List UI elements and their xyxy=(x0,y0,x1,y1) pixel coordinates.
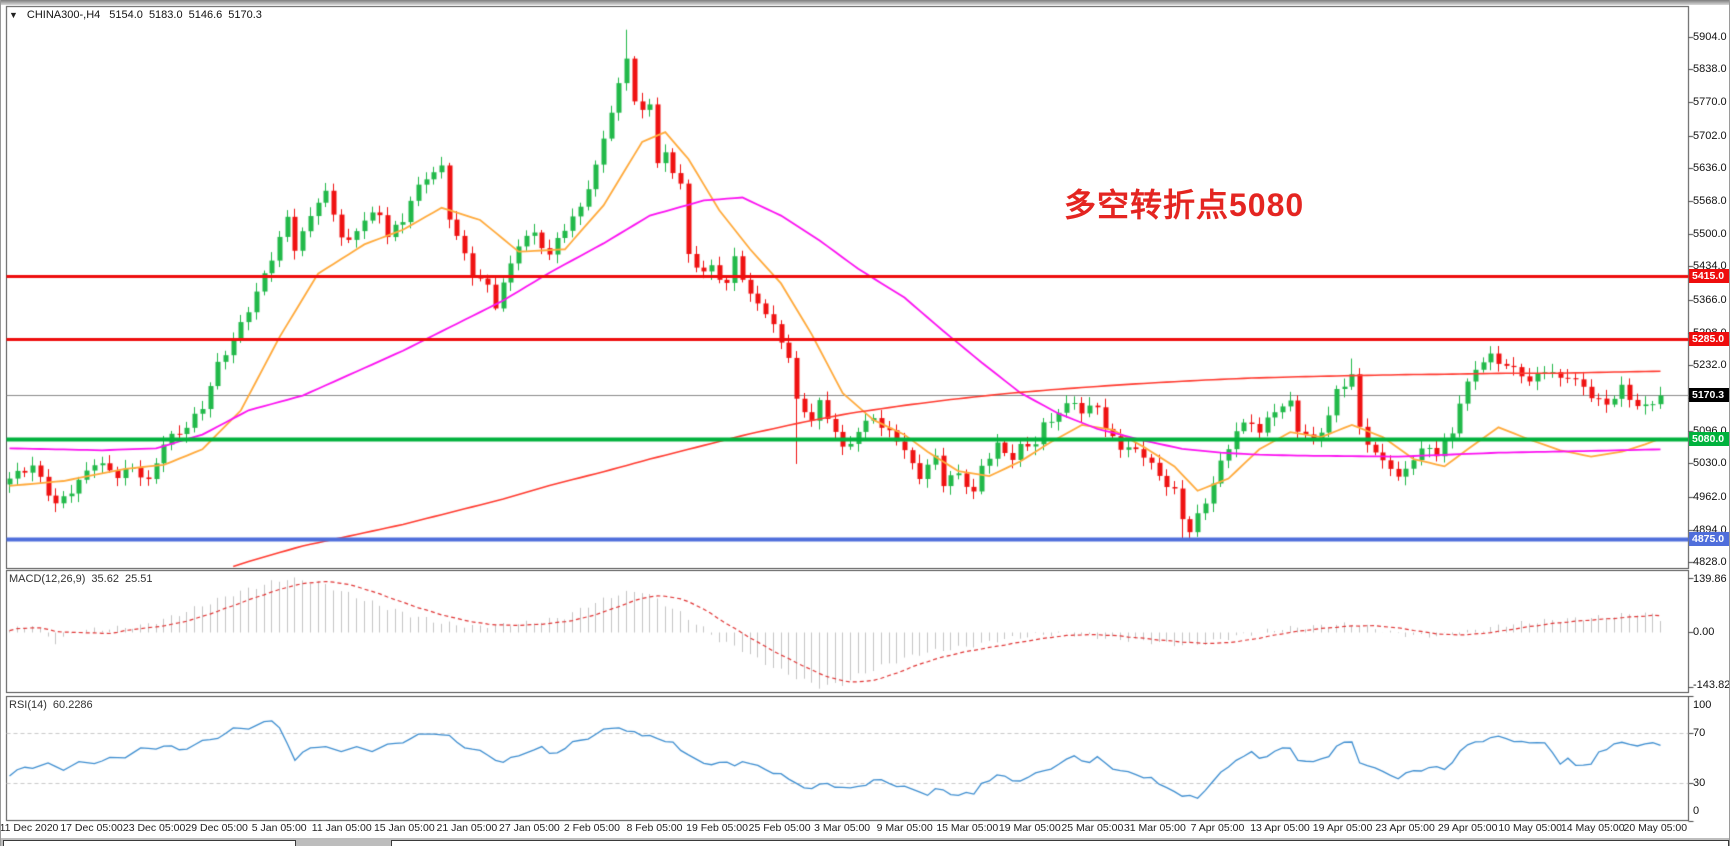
macd-tick-label: 0.00 xyxy=(1693,626,1715,638)
level-price-tag: 5285.0 xyxy=(1689,332,1729,347)
date-tick-label: 11 Jan 05:00 xyxy=(311,822,372,834)
date-tick-label: 10 May 05:00 xyxy=(1498,822,1563,834)
date-tick-label: 17 Dec 05:00 xyxy=(60,822,123,834)
price-tick-label: 5838.0 xyxy=(1693,63,1727,76)
level-price-tag: 4875.0 xyxy=(1689,532,1729,547)
low-value: 5146.6 xyxy=(188,9,223,21)
date-tick-label: 11 Dec 2020 xyxy=(0,822,59,834)
price-tick-label: 5568.0 xyxy=(1693,194,1727,207)
date-tick-label: 25 Mar 05:00 xyxy=(1061,822,1124,834)
macd-tick-label: -143.82 xyxy=(1693,679,1730,691)
date-tick-label: 8 Feb 05:00 xyxy=(626,822,683,834)
macd-name: MACD(12,26,9) xyxy=(9,573,86,585)
date-tick-label: 29 Apr 05:00 xyxy=(1437,822,1498,834)
date-tick-label: 20 May 05:00 xyxy=(1623,822,1688,834)
price-tick-label: 5702.0 xyxy=(1693,129,1727,142)
date-tick-label: 15 Mar 05:00 xyxy=(936,822,999,834)
symbol-period: CHINA300-,H4 xyxy=(26,9,101,21)
date-tick-label: 29 Dec 05:00 xyxy=(185,822,248,834)
close-value: 5170.3 xyxy=(228,9,262,21)
date-tick-label: 3 Mar 05:00 xyxy=(814,822,871,834)
level-price-tag: 5415.0 xyxy=(1689,268,1729,283)
open-value: 5154.0 xyxy=(109,9,143,21)
date-tick-label: 13 Apr 05:00 xyxy=(1250,822,1310,834)
price-tick-label: 4828.0 xyxy=(1693,556,1727,568)
rsi-tick-label: 30 xyxy=(1693,777,1706,789)
price-tick-label: 5232.0 xyxy=(1693,358,1727,371)
annotation-text[interactable]: 多空转折点5080 xyxy=(1064,187,1305,223)
rsi-tick-label: 70 xyxy=(1693,727,1706,739)
price-tick-label: 5904.0 xyxy=(1693,31,1727,43)
date-tick-label: 19 Feb 05:00 xyxy=(686,822,748,834)
date-tick-label: 31 Mar 05:00 xyxy=(1123,822,1186,834)
current-price-tag: 5170.3 xyxy=(1689,387,1729,402)
chart-tab[interactable] xyxy=(391,840,1729,846)
date-tick-label: 19 Mar 05:00 xyxy=(998,822,1061,834)
date-tick-label: 27 Jan 05:00 xyxy=(499,822,560,834)
bottom-tab-bar xyxy=(1,838,1729,846)
chart-tab[interactable] xyxy=(3,840,296,846)
chart-title: ▼ CHINA300-,H4 5154.0 5183.0 5146.6 5170… xyxy=(9,9,262,21)
date-tick-label: 9 Mar 05:00 xyxy=(876,822,933,834)
macd-main-value: 35.62 xyxy=(91,573,119,585)
date-tick-label: 21 Jan 05:00 xyxy=(436,822,498,834)
date-tick-label: 7 Apr 05:00 xyxy=(1190,822,1245,834)
date-tick-label: 25 Feb 05:00 xyxy=(748,822,811,834)
rsi-tick-label: 100 xyxy=(1693,699,1712,711)
date-tick-label: 23 Apr 05:00 xyxy=(1375,822,1435,834)
rsi-indicator-label: RSI(14) 60.2286 xyxy=(9,699,93,711)
price-tick-label: 5030.0 xyxy=(1693,457,1727,470)
rsi-name: RSI(14) xyxy=(9,699,47,711)
date-tick-label: 5 Jan 05:00 xyxy=(251,822,307,834)
price-tick-label: 5636.0 xyxy=(1693,161,1727,174)
chevron-down-icon[interactable]: ▼ xyxy=(9,10,18,20)
macd-signal-value: 25.51 xyxy=(124,573,153,585)
price-tick-label: 5366.0 xyxy=(1693,293,1727,306)
level-price-tag: 5080.0 xyxy=(1689,432,1729,447)
rsi-tick-label: 0 xyxy=(1693,805,1700,817)
price-tick-label: 5500.0 xyxy=(1693,228,1727,241)
date-tick-label: 2 Feb 05:00 xyxy=(563,822,620,834)
price-tick-label: 5770.0 xyxy=(1693,96,1727,109)
date-tick-label: 19 Apr 05:00 xyxy=(1312,822,1373,834)
macd-tick-label: 139.86 xyxy=(1693,573,1727,585)
rsi-value: 60.2286 xyxy=(52,699,93,711)
price-tick-label: 4962.0 xyxy=(1693,490,1727,503)
date-tick-label: 15 Jan 05:00 xyxy=(373,822,435,834)
date-tick-label: 14 May 05:00 xyxy=(1560,822,1625,834)
high-value: 5183.0 xyxy=(148,9,183,21)
macd-indicator-label: MACD(12,26,9) 35.62 25.51 xyxy=(9,573,152,585)
date-tick-label: 23 Dec 05:00 xyxy=(122,822,186,834)
